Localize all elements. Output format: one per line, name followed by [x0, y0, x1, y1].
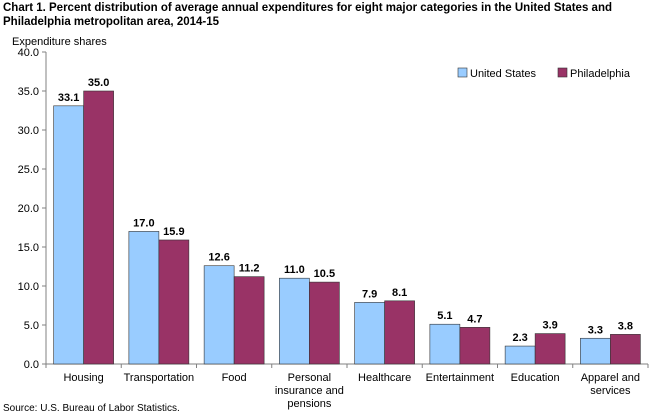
- bar-philadelphia: [309, 281, 340, 365]
- x-tick-label: Education: [511, 372, 560, 384]
- chart-title-line-1: Chart 1. Percent distribution of average…: [3, 2, 612, 14]
- y-tick-label: 5.0: [24, 320, 39, 332]
- data-label: 2.3: [512, 332, 527, 344]
- data-label: 4.7: [467, 313, 482, 325]
- x-tick-label-line: Food: [222, 372, 247, 384]
- bar-philadelphia: [158, 239, 190, 365]
- bar-philadelphia: [610, 334, 641, 365]
- x-tick-label: Food: [222, 372, 247, 384]
- y-tick-label: 20.0: [18, 203, 39, 215]
- bar-united-states: [279, 277, 310, 365]
- bar-philadelphia: [83, 90, 114, 365]
- legend-swatch: [557, 67, 568, 78]
- x-tick-label-line: Personal: [288, 372, 331, 384]
- x-tick-label-line: pensions: [287, 398, 332, 410]
- data-label: 3.3: [588, 324, 603, 336]
- source-note: Source: U.S. Bureau of Labor Statistics.: [3, 403, 180, 414]
- y-tick-label: 10.0: [18, 281, 39, 293]
- data-label: 8.1: [392, 287, 407, 299]
- data-label: 15.9: [163, 226, 184, 238]
- x-tick-label: Healthcare: [358, 372, 411, 384]
- bar-united-states: [429, 323, 461, 365]
- data-label: 12.6: [208, 252, 229, 264]
- data-label: 17.0: [133, 217, 154, 229]
- x-tick-label-line: Education: [511, 372, 560, 384]
- bar-united-states: [203, 265, 235, 365]
- bar-united-states: [354, 302, 385, 365]
- x-tick-label: Housing: [63, 372, 103, 384]
- bar-united-states: [504, 345, 536, 365]
- data-label: 3.9: [542, 320, 557, 332]
- x-tick-label: Apparel and services: [581, 372, 640, 397]
- x-tick-label-line: insurance and: [275, 385, 344, 397]
- x-tick-label-line: services: [590, 385, 631, 397]
- y-axis-label: Expenditure shares: [12, 36, 107, 48]
- legend: United States Philadelphia: [457, 67, 631, 80]
- x-tick-label-line: Entertainment: [426, 372, 494, 384]
- data-label: 11.0: [284, 264, 305, 276]
- x-tick-label: Transportation: [124, 372, 195, 384]
- x-tick-label-line: Housing: [63, 372, 103, 384]
- bar-philadelphia: [233, 276, 265, 365]
- legend-label: Philadelphia: [570, 68, 631, 80]
- bar-united-states: [580, 337, 611, 365]
- y-tick-label: 30.0: [18, 125, 39, 137]
- data-label: 33.1: [58, 92, 79, 104]
- data-label: 11.2: [239, 263, 260, 275]
- x-tick-label-line: Apparel and: [581, 372, 640, 384]
- data-label: 7.9: [362, 288, 377, 300]
- data-label: 5.1: [437, 310, 452, 322]
- bar-philadelphia: [459, 327, 491, 365]
- y-tick-label: 35.0: [18, 86, 39, 98]
- y-tick-label: 15.0: [18, 242, 39, 254]
- data-label: 3.8: [618, 320, 633, 332]
- bar-united-states: [128, 231, 160, 365]
- bar-philadelphia: [384, 300, 415, 365]
- chart-title: Chart 1. Percent distribution of average…: [3, 1, 643, 29]
- data-label: 35.0: [88, 77, 109, 89]
- y-tick-label: 40.0: [18, 47, 39, 59]
- legend-swatch: [457, 67, 468, 78]
- bar-united-states: [53, 105, 84, 365]
- bar-philadelphia: [534, 333, 566, 365]
- chart-title-line-2: Philadelphia metropolitan area, 2014-15: [3, 16, 220, 28]
- y-tick-label: 0.0: [24, 359, 39, 371]
- x-tick-label: Entertainment: [426, 372, 494, 384]
- x-tick-label: Personal insurance and pensions: [275, 372, 344, 410]
- x-tick-label-line: Transportation: [124, 372, 195, 384]
- y-tick-label: 25.0: [18, 164, 39, 176]
- legend-label: United States: [470, 68, 537, 80]
- data-label: 10.5: [314, 268, 335, 280]
- x-tick-label-line: Healthcare: [358, 372, 411, 384]
